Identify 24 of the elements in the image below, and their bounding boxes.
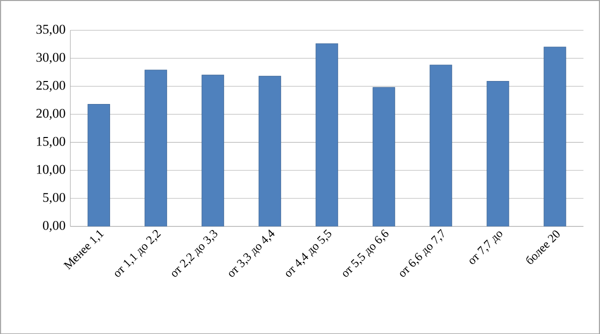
y-tick-label: 0,00 (42, 220, 66, 232)
bar (430, 64, 452, 226)
y-tick-label: 25,00 (36, 80, 66, 92)
y-tick-label: 15,00 (36, 136, 66, 148)
y-tick-label: 10,00 (36, 164, 66, 176)
y-tick-label: 20,00 (36, 108, 66, 120)
y-tick-label: 30,00 (36, 52, 66, 64)
bar (144, 70, 168, 226)
x-tick-label: от 2,2 до 3,3 (172, 230, 218, 277)
bar (316, 43, 338, 226)
x-tick-label: от 1,1 до 2,2 (115, 230, 161, 277)
bar (202, 74, 224, 226)
bar (544, 46, 566, 226)
bar (88, 104, 110, 226)
x-tick-label: от 6,6 до 7,7 (400, 228, 444, 277)
x-tick-label: от 5,5 до 6,6 (343, 229, 388, 277)
bar (486, 80, 510, 226)
x-tick-label: от 3,3 до 4,4 (229, 229, 275, 277)
y-tick-label: 5,00 (43, 192, 66, 204)
y-tick-label: 35,00 (36, 24, 66, 36)
bar (258, 76, 282, 226)
bar (372, 86, 396, 226)
x-tick-label: от 7,7 до (470, 231, 502, 264)
x-tick-label: от 4,4 до 5,5 (286, 229, 332, 277)
